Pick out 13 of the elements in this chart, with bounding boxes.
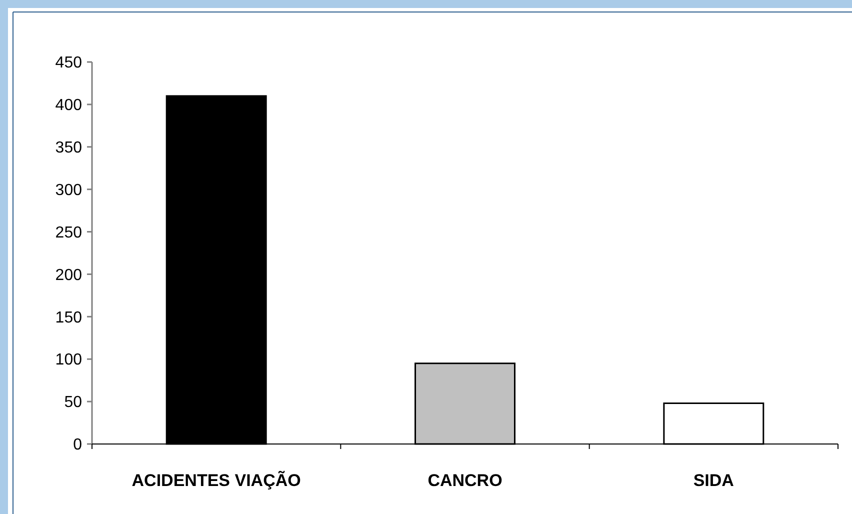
- x-tick-label: SIDA: [693, 471, 734, 490]
- y-tick-label: 300: [55, 182, 82, 199]
- y-tick-label: 150: [55, 309, 82, 326]
- y-tick-label: 0: [73, 436, 82, 454]
- y-tick-label: 250: [55, 224, 82, 242]
- y-tick-label: 400: [55, 97, 82, 114]
- y-tick-label: 350: [55, 139, 82, 156]
- y-tick-label: 450: [55, 54, 82, 72]
- y-tick-label: 100: [55, 352, 82, 369]
- y-tick-label: 200: [55, 266, 82, 284]
- y-tick-label: 50: [64, 394, 82, 412]
- x-tick-label: ACIDENTES VIAÇÃO: [132, 470, 301, 490]
- x-tick-label: CANCRO: [428, 471, 502, 490]
